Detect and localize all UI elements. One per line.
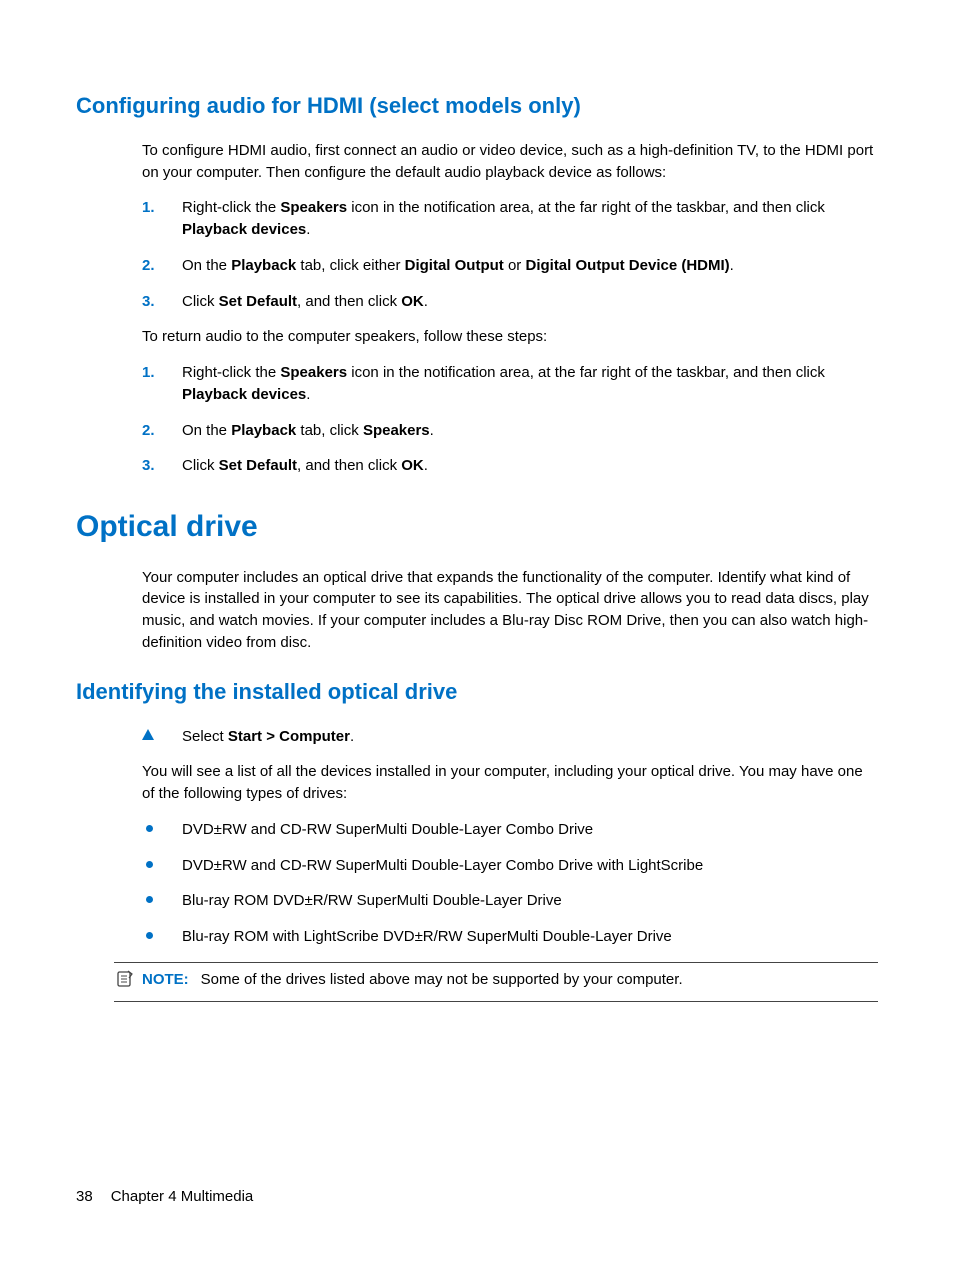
chapter-label: Chapter 4 Multimedia [111,1188,254,1205]
step-a2: 2. On the Playback tab, click either Dig… [142,255,878,277]
intro-paragraph: To configure HDMI audio, first connect a… [142,140,878,184]
step-text: Right-click the [182,199,280,216]
step-text: , and then click [297,457,401,474]
list-item: Blu-ray ROM with LightScribe DVD±R/RW Su… [142,926,878,948]
step-a1: 1. Right-click the Speakers icon in the … [142,197,878,241]
step-text: , and then click [297,293,401,310]
step-text: tab, click either [296,257,404,274]
page-number: 38 [76,1188,93,1205]
step-text: . [424,293,428,310]
step-text: Click [182,457,219,474]
step-a3: 3. Click Set Default, and then click OK. [142,291,878,313]
bold-term: Digital Output [405,257,504,274]
step-text: Click [182,293,219,310]
step-text: On the [182,422,231,439]
heading-identify-drive: Identifying the installed optical drive [76,676,878,708]
bold-term: Start > Computer [228,728,350,745]
step-text: Right-click the [182,364,280,381]
heading-configure-hdmi: Configuring audio for HDMI (select model… [76,90,878,122]
list-item: Blu-ray ROM DVD±R/RW SuperMulti Double-L… [142,890,878,912]
page-footer: 38 Chapter 4 Multimedia [76,1186,253,1208]
drive-list-intro: You will see a list of all the devices i… [142,761,878,805]
step-text: . [306,386,310,403]
list-item: DVD±RW and CD-RW SuperMulti Double-Layer… [142,855,878,877]
bold-term: Playback [231,422,296,439]
step-text: icon in the notification area, at the fa… [347,199,825,216]
step-text: icon in the notification area, at the fa… [347,364,825,381]
note-content: NOTE: Some of the drives listed above may… [142,969,683,991]
step-number: 3. [142,455,155,477]
note-callout: NOTE: Some of the drives listed above may… [114,962,878,1002]
bold-term: Speakers [363,422,430,439]
step-text: . [730,257,734,274]
step-number: 2. [142,255,155,277]
action-text: . [350,728,354,745]
step-number: 2. [142,420,155,442]
list-item: DVD±RW and CD-RW SuperMulti Double-Layer… [142,819,878,841]
action-list: Select Start > Computer. [142,726,878,748]
steps-list-b: 1. Right-click the Speakers icon in the … [142,362,878,477]
bold-term: Set Default [219,293,297,310]
action-text: Select [182,728,228,745]
note-icon [116,970,134,995]
bold-term: Playback [231,257,296,274]
heading-optical-drive: Optical drive [76,505,878,549]
step-number: 1. [142,362,155,384]
optical-intro: Your computer includes an optical drive … [142,567,878,654]
step-text: . [430,422,434,439]
step-b1: 1. Right-click the Speakers icon in the … [142,362,878,406]
bold-term: Digital Output Device (HDMI) [525,257,729,274]
bold-term: Playback devices [182,221,306,238]
bold-term: OK [401,457,424,474]
step-b2: 2. On the Playback tab, click Speakers. [142,420,878,442]
step-number: 1. [142,197,155,219]
steps-list-a: 1. Right-click the Speakers icon in the … [142,197,878,312]
step-b3: 3. Click Set Default, and then click OK. [142,455,878,477]
note-text: Some of the drives listed above may not … [201,971,683,988]
return-intro: To return audio to the computer speakers… [142,326,878,348]
bold-term: OK [401,293,424,310]
step-text: tab, click [296,422,363,439]
step-text: or [504,257,526,274]
bold-term: Speakers [280,199,347,216]
action-select-start: Select Start > Computer. [142,726,878,748]
step-number: 3. [142,291,155,313]
step-text: On the [182,257,231,274]
bold-term: Set Default [219,457,297,474]
bold-term: Playback devices [182,386,306,403]
step-text: . [424,457,428,474]
step-text: . [306,221,310,238]
drive-types-list: DVD±RW and CD-RW SuperMulti Double-Layer… [142,819,878,948]
bold-term: Speakers [280,364,347,381]
note-label: NOTE: [142,971,189,988]
